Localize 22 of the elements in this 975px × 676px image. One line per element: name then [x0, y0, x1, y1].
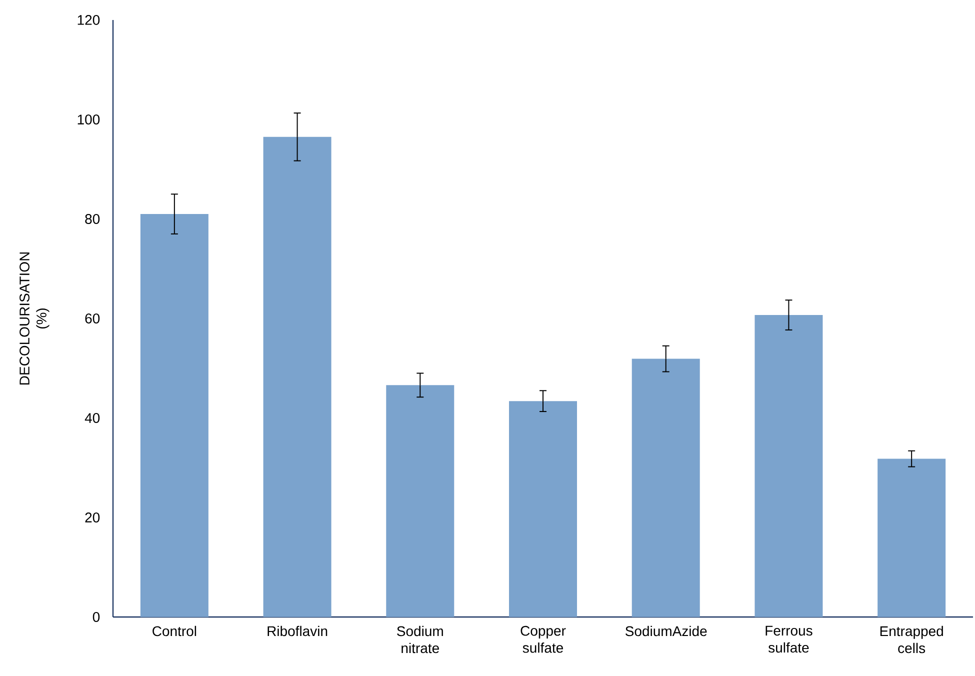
x-tick-label: Entrapped cells	[880, 626, 943, 654]
y-tick-label: 100	[78, 114, 100, 124]
y-axis-title: DECOLOURISATION (%)	[20, 252, 50, 384]
y-tick-label: 20	[85, 512, 100, 522]
y-tick-label: 60	[85, 314, 100, 324]
bar	[632, 358, 700, 617]
bar	[386, 385, 454, 617]
x-tick-label: Riboflavin	[268, 626, 328, 636]
bar	[754, 315, 823, 617]
y-tick-label: 0	[92, 612, 100, 622]
x-tick-label: SodiumAzide	[626, 626, 707, 636]
x-tick-label: Copper sulfate	[520, 626, 566, 653]
y-tick-label: 40	[84, 413, 100, 423]
x-tick-label: Sodium nitrate	[397, 626, 443, 654]
bar	[140, 214, 208, 617]
y-tick-label: 80	[85, 214, 100, 224]
y-tick-label: 120	[78, 15, 100, 25]
bar	[263, 136, 332, 617]
bar	[878, 458, 946, 617]
x-tick-label: Control	[152, 626, 196, 636]
bar	[509, 401, 578, 617]
x-tick-label: Ferrous sulfate	[766, 626, 812, 653]
